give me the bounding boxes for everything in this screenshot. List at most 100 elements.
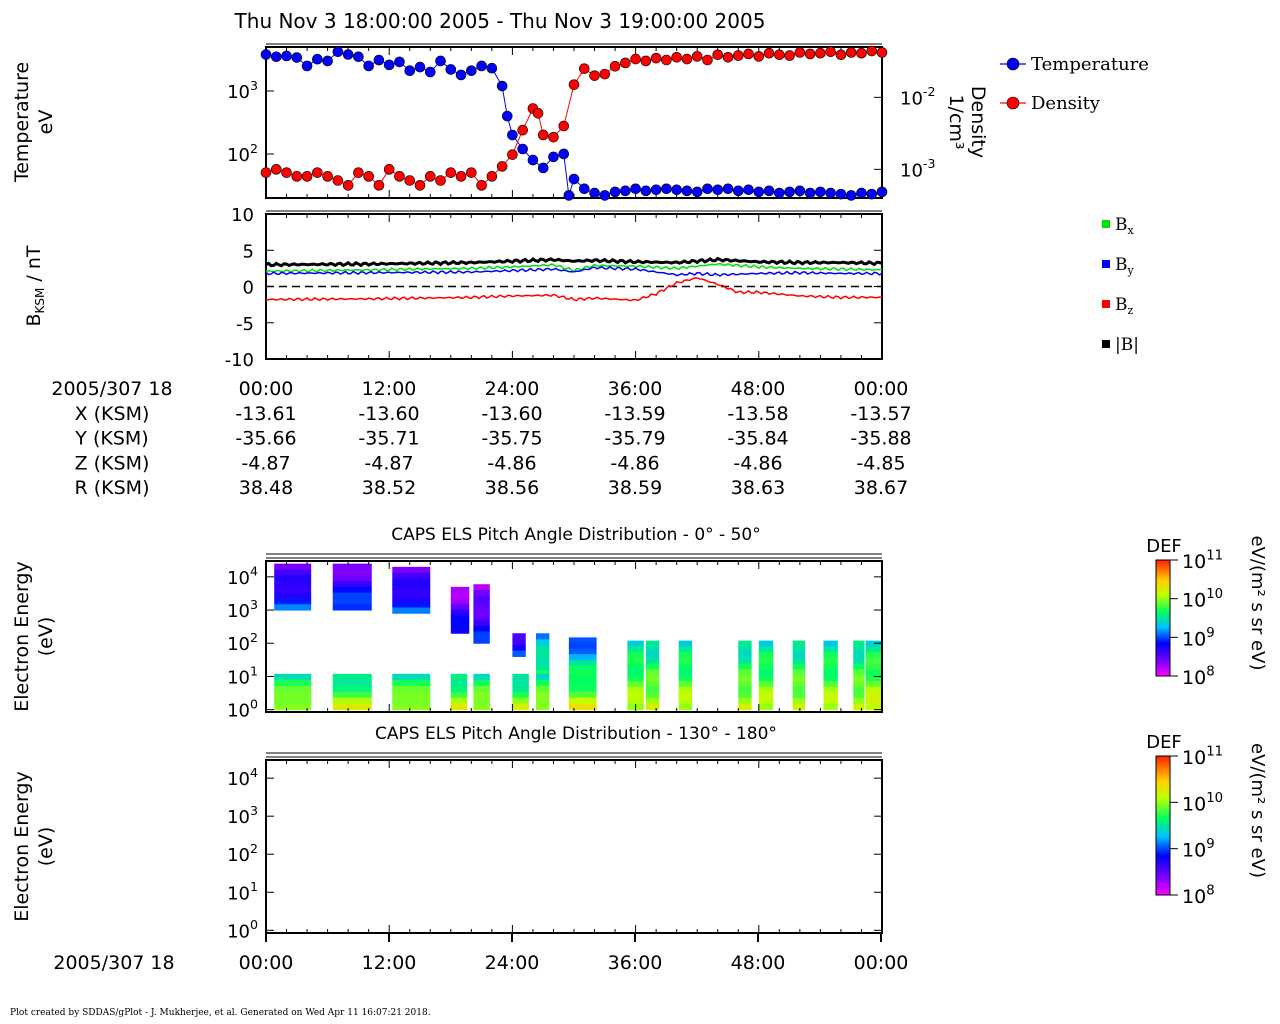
data-point-density xyxy=(661,54,672,66)
spectrogram-cell xyxy=(392,595,431,603)
spectrogram-cell xyxy=(392,607,431,614)
data-point-density xyxy=(691,51,703,62)
data-point-temperature xyxy=(558,148,570,160)
spectrogram-cell xyxy=(392,697,431,705)
spectrogram-cell xyxy=(450,621,470,628)
data-point-density xyxy=(332,175,344,186)
ephemeris-value: -13.60 xyxy=(481,403,542,425)
legend-label: By xyxy=(1115,255,1135,277)
spectrogram-cell xyxy=(332,679,372,687)
data-point-density xyxy=(702,54,713,66)
spectrogram-cell xyxy=(738,669,752,676)
spectrogram-cell xyxy=(823,652,838,659)
data-point-density xyxy=(532,108,544,119)
spectrogram-cell xyxy=(274,673,312,681)
ephemeris-time-label: 12:00 xyxy=(362,378,417,400)
spectrogram-cell xyxy=(792,692,805,699)
data-point-temperature xyxy=(845,190,857,201)
spectrogram-cell xyxy=(536,639,550,647)
spectrogram-cell xyxy=(792,675,805,682)
data-point-density xyxy=(568,79,580,90)
spectrogram-cell xyxy=(865,698,882,705)
spectrogram-cell xyxy=(738,657,752,665)
spectrogram-cell xyxy=(568,679,597,687)
spectrogram-cell xyxy=(274,575,312,582)
colorbar-title: DEF xyxy=(1146,536,1182,557)
data-point-density xyxy=(281,167,292,178)
spectrogram-cell xyxy=(865,646,882,653)
spectrogram-cell xyxy=(536,633,550,640)
data-point-temperature xyxy=(517,143,528,155)
x-tick-label: 00:00 xyxy=(239,952,294,974)
spectrogram-cell xyxy=(512,703,529,711)
spectrogram-cell xyxy=(473,685,490,693)
data-point-density xyxy=(486,171,498,182)
y-tick-label: 102 xyxy=(227,630,258,655)
colorbar-tick-label: 1011 xyxy=(1182,744,1223,769)
data-point-density xyxy=(353,167,364,178)
colorbar xyxy=(1155,755,1171,896)
spectrogram-cell xyxy=(823,646,838,653)
spectrogram-cell xyxy=(536,664,550,671)
spectrogram-cell xyxy=(568,697,597,705)
spectrogram-cell xyxy=(473,691,490,699)
data-point-temperature xyxy=(732,185,744,197)
spectrogram-cell xyxy=(738,680,752,688)
spectrogram-cell xyxy=(332,569,372,576)
spectrogram-cell xyxy=(823,686,838,693)
data-point-temperature xyxy=(301,60,313,72)
ephemeris-row-label: Y (KSM) xyxy=(74,428,148,450)
spectrogram-cell xyxy=(645,686,660,693)
spectrogram-cell xyxy=(865,663,882,670)
data-point-density xyxy=(270,164,282,175)
ephemeris-value: -35.79 xyxy=(604,428,665,450)
spectrogram-cell xyxy=(627,692,644,699)
y-tick-label: 103 xyxy=(227,803,258,828)
spectrogram-cell xyxy=(678,657,693,665)
data-point-density xyxy=(681,53,693,65)
spectrogram-cell xyxy=(568,642,597,650)
data-point-density xyxy=(476,180,487,191)
left-axis-tick-label: 103 xyxy=(227,78,258,103)
spectrogram-cell xyxy=(274,703,312,711)
y-tick-label: 101 xyxy=(227,663,258,688)
data-point-temperature xyxy=(702,183,713,195)
spectrogram-cell xyxy=(865,640,882,647)
right-axis-tick-label: 10-2 xyxy=(900,84,935,109)
ephemeris-value: -4.86 xyxy=(733,452,782,474)
y-tick-label: 103 xyxy=(227,597,258,622)
y-tick-label: -5 xyxy=(236,314,254,335)
legend-label: Bx xyxy=(1115,215,1135,237)
spectrogram-cell xyxy=(392,584,431,591)
y-tick-label: 100 xyxy=(227,917,258,942)
data-point-temperature xyxy=(394,56,405,68)
spectrogram-cell xyxy=(823,703,838,711)
ephemeris-value: -13.61 xyxy=(235,403,296,425)
spectrogram-cell xyxy=(274,685,312,693)
spectrogram-cell xyxy=(792,663,805,670)
spectrogram-cell xyxy=(853,680,865,688)
ephemeris-value: 38.56 xyxy=(485,477,539,499)
spectrogram-cell xyxy=(332,703,372,711)
spectrogram-cell xyxy=(865,657,882,665)
ephemeris-row-label: Z (KSM) xyxy=(75,452,150,474)
y-tick-label: 0 xyxy=(243,278,254,299)
spectrogram-cell xyxy=(853,646,865,653)
ephemeris-value: -13.59 xyxy=(604,403,665,425)
spectrogram-cell xyxy=(392,590,431,597)
data-point-density xyxy=(640,55,652,67)
spectrogram-cell xyxy=(392,703,431,711)
data-point-temperature xyxy=(620,185,631,197)
data-point-temperature xyxy=(630,183,641,195)
colorbar-unit-label: eV/(m² s sr eV) xyxy=(1247,743,1268,878)
spectrogram-cell xyxy=(823,680,838,688)
data-point-temperature xyxy=(743,184,754,196)
spectrogram-cell xyxy=(536,670,550,677)
spectrogram-cell xyxy=(645,663,660,670)
spectrogram-cell xyxy=(865,680,882,688)
spectrogram-cell xyxy=(536,697,550,705)
colorbar-tick-label: 109 xyxy=(1182,837,1215,862)
ephemeris-value: -35.71 xyxy=(358,428,419,450)
energy-axis-label: Electron Energy xyxy=(11,771,33,922)
